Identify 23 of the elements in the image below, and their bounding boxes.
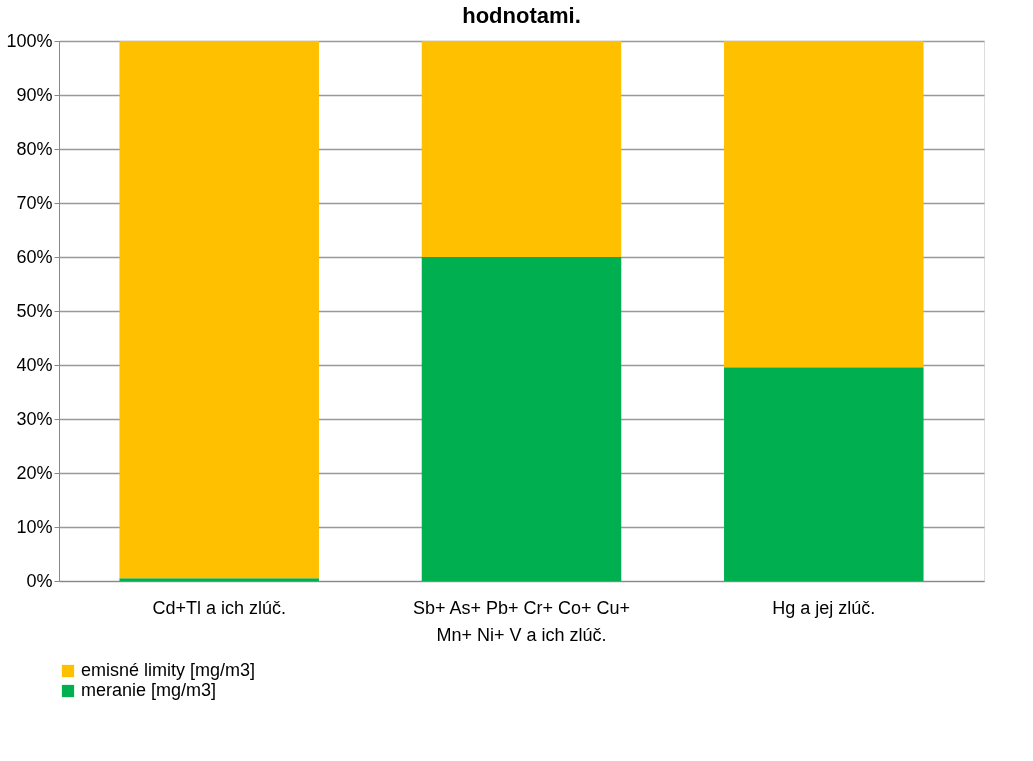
bar <box>119 578 319 581</box>
x-tick-label: Hg a jej zlúč. <box>772 597 876 618</box>
bar <box>119 41 319 579</box>
x-tick-label: Cd+Tl a ich zlúč. <box>152 597 286 618</box>
bar <box>421 41 622 257</box>
bar <box>421 257 622 581</box>
y-tick-label: 50% <box>16 300 53 321</box>
y-tick-label: 40% <box>16 354 53 375</box>
y-tick-label: 80% <box>16 138 53 159</box>
y-tick-label: 30% <box>16 408 53 429</box>
y-tick-label: 60% <box>16 246 53 267</box>
chart-title: hodnotami. <box>462 3 581 28</box>
y-tick-label: 20% <box>16 462 53 483</box>
y-tick-label: 10% <box>16 516 53 537</box>
y-tick-label: 0% <box>26 570 53 591</box>
x-tick-label: Sb+ As+ Pb+ Cr+ Co+ Cu+ Mn+ Ni+ V a ich zlúč. <box>412 597 631 645</box>
y-tick-label: 90% <box>16 84 53 105</box>
y-tick-label: 70% <box>16 192 53 213</box>
bar <box>724 41 924 368</box>
legend-label: meranie [mg/m3] <box>81 680 217 700</box>
bar <box>724 367 924 581</box>
legend-label: emisné limity [mg/m3] <box>81 660 256 680</box>
y-tick-label: 100% <box>6 30 53 51</box>
